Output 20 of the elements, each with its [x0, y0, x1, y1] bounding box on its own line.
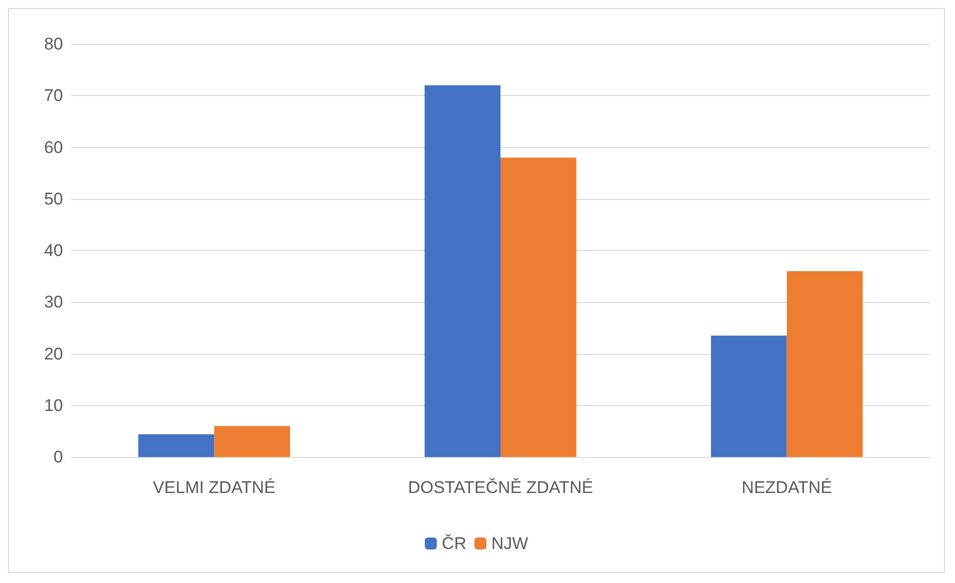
bar	[710, 336, 787, 457]
y-tick-label: 30	[44, 292, 63, 312]
y-tick-label: 20	[44, 344, 63, 364]
bar	[786, 271, 863, 457]
y-tick-label: 50	[44, 189, 63, 208]
y-tick-label: 60	[44, 138, 63, 157]
bar	[500, 158, 576, 457]
legend-label: ČR	[442, 534, 466, 553]
x-tick-label: NEZDATNÉ	[742, 478, 832, 497]
bar	[214, 426, 290, 457]
y-tick-label: 10	[44, 396, 63, 415]
x-tick-label: VELMI ZDATNÉ	[152, 478, 276, 497]
y-tick-label: 70	[44, 86, 63, 106]
bar	[138, 434, 214, 457]
bar	[424, 85, 500, 457]
y-tick-label: 40	[44, 241, 63, 260]
legend-label: NJW	[491, 534, 528, 553]
y-tick-label: 0	[54, 448, 63, 466]
y-tick-label: 80	[44, 34, 63, 54]
x-tick-label: DOSTATEČNĚ ZDATNÉ	[408, 478, 594, 497]
